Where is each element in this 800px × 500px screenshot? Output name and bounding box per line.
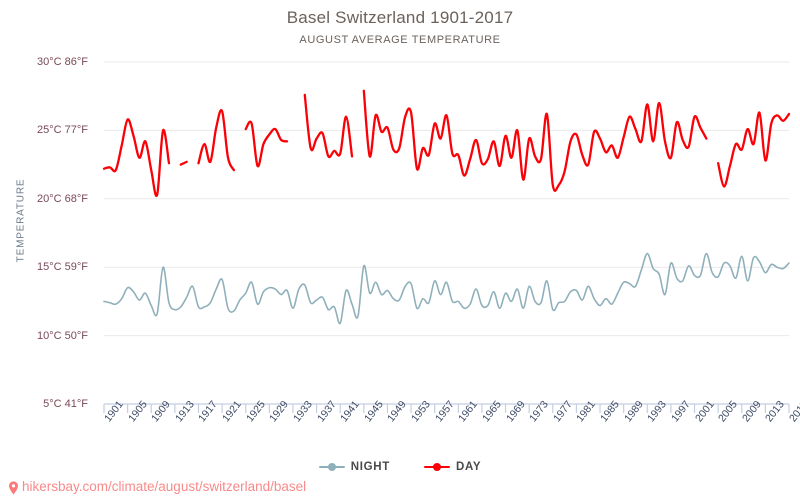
y-axis-tick-label: 5°C 41°F — [43, 398, 88, 410]
chart-legend: NIGHT DAY — [0, 461, 800, 473]
series-line-day — [197, 109, 236, 172]
legend-item-day[interactable]: DAY — [423, 461, 482, 473]
y-axis-tick-label: 10°C 50°F — [37, 329, 88, 342]
y-axis-ticks: 30°C 86°F 25°C 77°F 20°C 68°F 15°C 59°F 10°C… — [0, 0, 88, 500]
legend-marker-day-icon — [423, 462, 450, 473]
series-line-day — [102, 118, 171, 198]
legend-label-day: DAY — [455, 461, 482, 473]
y-axis-tick-label: 20°C 68°F — [37, 192, 88, 205]
source-footer[interactable]: hikersbay.com/climate/august/switzerland… — [8, 479, 306, 494]
series-line-day — [303, 93, 354, 159]
y-axis-tick-label: 30°C 86°F — [37, 56, 88, 68]
series-line-night — [103, 252, 790, 325]
legend-item-night[interactable]: NIGHT — [318, 461, 390, 473]
series-line-day — [179, 160, 188, 166]
location-pin-icon — [8, 480, 19, 495]
series-line-day — [362, 89, 708, 193]
y-axis-tick-label: 25°C 77°F — [37, 124, 88, 137]
series-line-day — [716, 111, 791, 188]
source-url[interactable]: hikersbay.com/climate/august/switzerland… — [22, 479, 307, 494]
chart-subtitle: AUGUST AVERAGE TEMPERATURE — [299, 34, 501, 46]
y-axis-tick-label: 15°C 59°F — [37, 261, 88, 274]
legend-label-night: NIGHT — [350, 461, 390, 473]
series-line-day — [244, 120, 289, 168]
legend-marker-night-icon — [318, 462, 345, 473]
chart-title: Basel Switzerland 1901-2017 — [286, 8, 514, 27]
